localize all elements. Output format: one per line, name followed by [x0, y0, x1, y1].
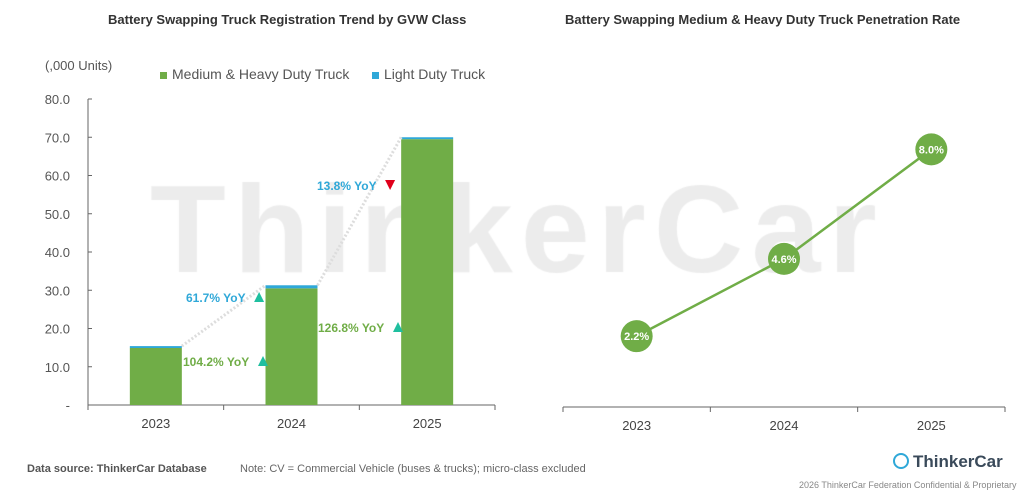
yoy-label: 126.8% YoY [318, 321, 384, 335]
trend-connector [180, 284, 267, 348]
data-point-2024 [768, 242, 800, 275]
legend-mhd: Medium & Heavy Duty Truck [160, 66, 349, 82]
legend-swatch-light [372, 72, 379, 79]
brand-logo: ThinkerCar [893, 452, 1003, 472]
data-label: 2.2% [624, 331, 649, 343]
y-tick-label: - [66, 398, 70, 413]
bar-chart-title: Battery Swapping Truck Registration Tren… [108, 12, 467, 27]
bar-mhd-2024 [265, 288, 318, 405]
legend-label-mhd: Medium & Heavy Duty Truck [172, 66, 350, 82]
line-chart-title: Battery Swapping Medium & Heavy Duty Tru… [565, 12, 961, 27]
bar-light-2025 [401, 137, 454, 140]
up-arrow-icon [393, 322, 403, 332]
data-source: Data source: ThinkerCar Database [27, 463, 207, 475]
up-arrow-icon [258, 356, 268, 366]
data-label: 4.6% [771, 254, 796, 266]
legend-swatch-mhd [160, 72, 167, 79]
bar-mhd-2025 [401, 139, 454, 405]
data-point-2025 [915, 133, 948, 166]
y-tick-label: 70.0 [45, 130, 70, 145]
line-x-tick-label: 2025 [917, 418, 946, 433]
y-tick-label: 20.0 [45, 322, 70, 337]
footnote: Note: CV = Commercial Vehicle (buses & t… [240, 463, 586, 475]
brand-icon [893, 453, 909, 469]
y-tick-label: 60.0 [45, 169, 70, 184]
legend-light: Light Duty Truck [372, 66, 485, 82]
down-arrow-icon [385, 180, 396, 190]
yoy-label: 61.7% YoY [186, 291, 246, 305]
data-point-2023 [620, 320, 653, 353]
trend-connector [316, 136, 403, 287]
y-axis-unit: (,000 Units) [45, 58, 113, 73]
bar-light-2024 [265, 285, 318, 289]
copyright: 2026 ThinkerCar Federation Confidential … [799, 480, 1017, 490]
x-tick-label: 2025 [413, 416, 442, 431]
legend-label-light: Light Duty Truck [384, 66, 486, 82]
line-x-tick-label: 2023 [622, 418, 651, 433]
yoy-label: 13.8% YoY [317, 179, 377, 193]
x-tick-label: 2023 [141, 416, 170, 431]
y-tick-label: 30.0 [45, 283, 70, 298]
x-tick-label: 2024 [277, 416, 306, 431]
data-label: 8.0% [919, 144, 944, 156]
yoy-label: 104.2% YoY [183, 355, 249, 369]
y-tick-label: 50.0 [45, 207, 70, 222]
penetration-line [636, 148, 933, 338]
y-tick-label: 80.0 [45, 92, 70, 107]
y-tick-label: 10.0 [45, 360, 70, 375]
brand-name: ThinkerCar [913, 452, 1003, 471]
line-x-tick-label: 2024 [770, 418, 799, 433]
up-arrow-icon [254, 292, 265, 302]
bar-light-2023 [129, 346, 182, 349]
y-tick-label: 40.0 [45, 245, 70, 260]
bar-mhd-2023 [129, 348, 182, 405]
